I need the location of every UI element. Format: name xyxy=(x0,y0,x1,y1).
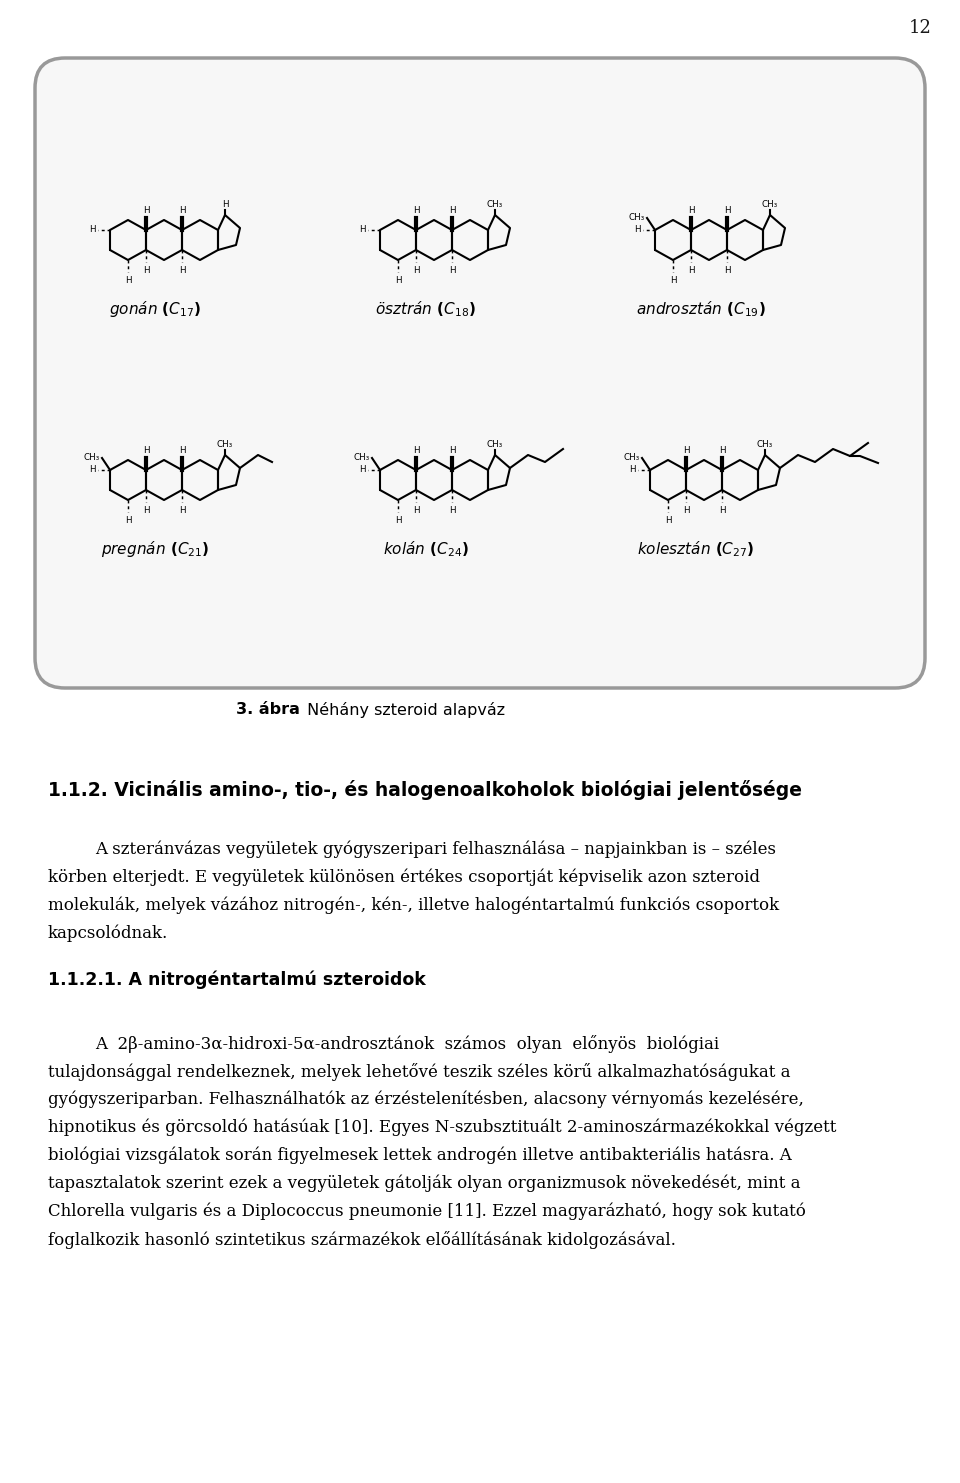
Text: H: H xyxy=(89,466,96,475)
Text: H: H xyxy=(724,206,731,215)
Text: CH₃: CH₃ xyxy=(353,454,370,463)
Text: H: H xyxy=(448,265,455,274)
Text: H: H xyxy=(395,516,401,525)
Text: CH₃: CH₃ xyxy=(217,440,233,449)
Text: H: H xyxy=(125,516,132,525)
Text: H: H xyxy=(143,206,150,215)
Text: molekulák, melyek vázához nitrogén-, kén-, illetve halogéntartalmú funkciós csop: molekulák, melyek vázához nitrogén-, kén… xyxy=(48,896,780,914)
Text: $\it{pregnán}$ ($\it{C}_{21}$): $\it{pregnán}$ ($\it{C}_{21}$) xyxy=(102,538,209,559)
Text: H: H xyxy=(179,265,185,274)
Text: CH₃: CH₃ xyxy=(756,440,773,449)
Text: H: H xyxy=(143,506,150,515)
Text: CH₃: CH₃ xyxy=(84,454,100,463)
Text: H: H xyxy=(413,506,420,515)
Text: Néhány szteroid alapváz: Néhány szteroid alapváz xyxy=(302,701,505,718)
Text: H: H xyxy=(664,516,671,525)
Text: foglalkozik hasonló szintetikus származékok előállításának kidolgozásával.: foglalkozik hasonló szintetikus származé… xyxy=(48,1231,676,1249)
Text: CH₃: CH₃ xyxy=(629,214,645,222)
Text: Chlorella vulgaris és a Diplococcus pneumonie [11]. Ezzel magyarázható, hogy sok: Chlorella vulgaris és a Diplococcus pneu… xyxy=(48,1203,805,1221)
Text: CH₃: CH₃ xyxy=(487,440,503,449)
Text: H: H xyxy=(724,265,731,274)
Text: gyógyszeriparban. Felhasználhatók az érzéstelenítésben, alacsony vérnyomás kezel: gyógyszeriparban. Felhasználhatók az érz… xyxy=(48,1091,804,1108)
Text: H: H xyxy=(125,276,132,285)
FancyBboxPatch shape xyxy=(35,58,925,688)
Text: H: H xyxy=(683,446,689,455)
Text: H: H xyxy=(143,265,150,274)
Text: $\it{kolesztán}$ ($\it{C}_{27}$): $\it{kolesztán}$ ($\it{C}_{27}$) xyxy=(636,538,755,559)
Text: H: H xyxy=(413,265,420,274)
Text: H: H xyxy=(448,206,455,215)
Text: $\it{androsztán}$ ($\it{C}_{19}$): $\it{androsztán}$ ($\it{C}_{19}$) xyxy=(636,300,765,319)
Text: $\it{gonán}$ ($\it{C}_{17}$): $\it{gonán}$ ($\it{C}_{17}$) xyxy=(109,300,202,319)
Text: hipnotikus és görcsoldó hatásúak [10]. Egyes N-szubsztituált 2-aminoszármazékokk: hipnotikus és görcsoldó hatásúak [10]. E… xyxy=(48,1120,836,1136)
Text: H: H xyxy=(413,446,420,455)
Text: $\it{kolán}$ ($\it{C}_{24}$): $\it{kolán}$ ($\it{C}_{24}$) xyxy=(382,538,468,559)
Text: H: H xyxy=(687,206,694,215)
Text: H: H xyxy=(395,276,401,285)
Text: 3. ábra: 3. ábra xyxy=(236,703,300,718)
Text: körben elterjedt. E vegyületek különösen értékes csoportját képviselik azon szte: körben elterjedt. E vegyületek különösen… xyxy=(48,868,760,885)
Text: H: H xyxy=(179,506,185,515)
Text: kapcsolódnak.: kapcsolódnak. xyxy=(48,924,168,942)
Text: H: H xyxy=(635,225,641,234)
Text: H: H xyxy=(413,206,420,215)
Text: tapasztalatok szerint ezek a vegyületek gátolják olyan organizmusok növekedését,: tapasztalatok szerint ezek a vegyületek … xyxy=(48,1175,801,1192)
Text: H: H xyxy=(448,506,455,515)
Text: A szteránvázas vegyületek gyógyszeripari felhasználása – napjainkban is – széles: A szteránvázas vegyületek gyógyszeripari… xyxy=(95,839,776,857)
Text: H: H xyxy=(179,206,185,215)
Text: H: H xyxy=(89,225,96,234)
Text: CH₃: CH₃ xyxy=(762,200,779,209)
Text: H: H xyxy=(222,200,228,209)
Text: H: H xyxy=(359,225,366,234)
Text: CH₃: CH₃ xyxy=(487,200,503,209)
Text: H: H xyxy=(687,265,694,274)
Text: H: H xyxy=(179,446,185,455)
Text: H: H xyxy=(359,466,366,475)
Text: H: H xyxy=(630,466,636,475)
Text: 1.1.2. Vicinális amino-, tio-, és halogenoalkoholok biológiai jelentősége: 1.1.2. Vicinális amino-, tio-, és haloge… xyxy=(48,780,802,799)
Text: H: H xyxy=(448,446,455,455)
Text: 12: 12 xyxy=(908,19,931,37)
Text: H: H xyxy=(143,446,150,455)
Text: 1.1.2.1. A nitrogéntartalmú szteroidok: 1.1.2.1. A nitrogéntartalmú szteroidok xyxy=(48,971,425,989)
Text: A  2β-amino-3α-hidroxi-5α-androsztánok  számos  olyan  előnyös  biológiai: A 2β-amino-3α-hidroxi-5α-androsztánok sz… xyxy=(95,1035,719,1053)
Text: biológiai vizsgálatok során figyelmesek lettek androgén illetve antibakteriális : biológiai vizsgálatok során figyelmesek … xyxy=(48,1146,792,1164)
Text: $\it{ösztrán}$ ($\it{C}_{18}$): $\it{ösztrán}$ ($\it{C}_{18}$) xyxy=(375,300,476,319)
Text: H: H xyxy=(683,506,689,515)
Text: H: H xyxy=(719,506,726,515)
Text: H: H xyxy=(670,276,676,285)
Text: CH₃: CH₃ xyxy=(624,454,640,463)
Text: H: H xyxy=(719,446,726,455)
Text: tulajdonsággal rendelkeznek, melyek lehetővé teszik széles körű alkalmazhatóságu: tulajdonsággal rendelkeznek, melyek lehe… xyxy=(48,1063,790,1081)
